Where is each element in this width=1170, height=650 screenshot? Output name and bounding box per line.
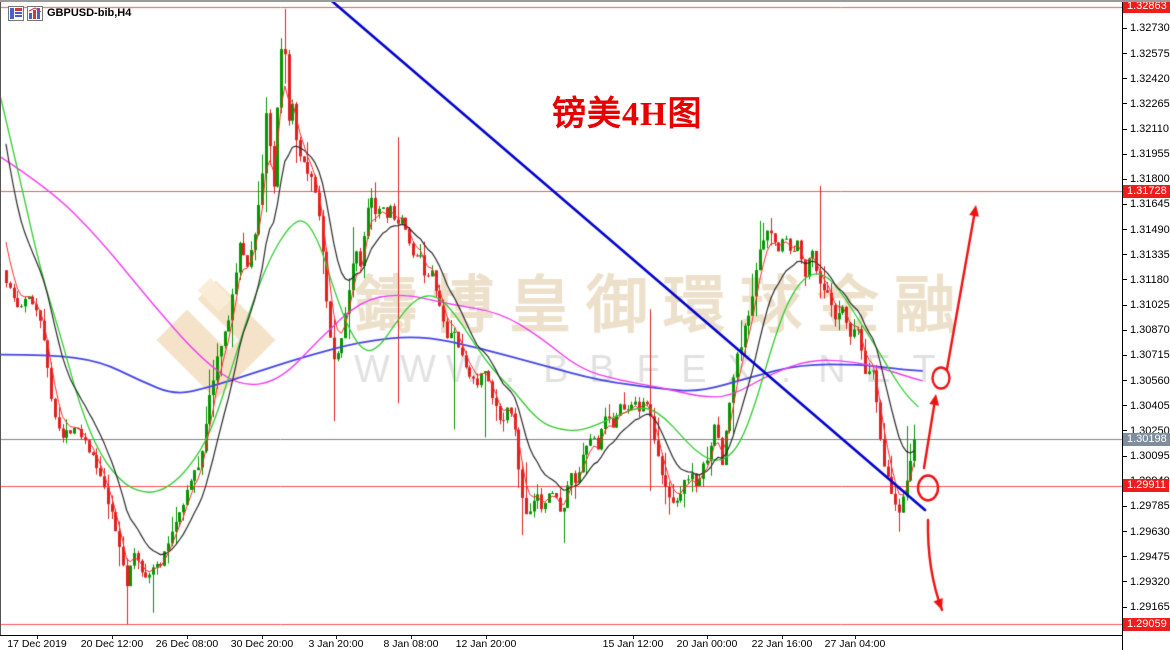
y-axis-label: 1.31800 [1130, 173, 1170, 186]
x-axis-label: 22 Jan 16:00 [751, 638, 813, 650]
y-axis-label: 1.32575 [1130, 47, 1170, 60]
y-axis-tick [1123, 78, 1127, 80]
y-axis-label: 1.31490 [1130, 223, 1170, 236]
y-axis-tick [1123, 153, 1127, 155]
y-axis-label: 1.31180 [1130, 273, 1169, 286]
y-axis-tick [1123, 279, 1127, 281]
y-axis-label: 1.30715 [1130, 349, 1170, 362]
y-axis-label: 1.30405 [1130, 399, 1170, 412]
line-chart-icon[interactable] [27, 6, 43, 26]
y-axis-label: 1.30095 [1130, 450, 1170, 463]
x-axis-label: 17 Dec 2019 [7, 638, 67, 650]
y-axis-tick [1123, 229, 1127, 231]
price-label-upper-level: 1.32863 [1123, 0, 1170, 14]
price-label-resistance: 1.31728 [1123, 184, 1170, 198]
price-label-current-price: 1.30198 [1123, 432, 1170, 446]
y-axis-label: 1.31645 [1130, 198, 1170, 211]
y-axis-tick [1123, 606, 1127, 608]
y-axis-tick [1123, 254, 1127, 256]
y-axis-tick [1123, 128, 1127, 130]
window-top-frame [0, 0, 1170, 2]
y-axis-label: 1.30870 [1130, 324, 1170, 337]
x-axis-tick [112, 636, 113, 639]
y-axis-label: 1.32110 [1130, 123, 1169, 135]
y-axis-label: 1.32420 [1130, 72, 1170, 85]
x-axis-tick [411, 636, 412, 639]
y-axis-tick [1123, 103, 1127, 105]
y-axis-tick [1123, 505, 1127, 507]
x-axis-label: 15 Jan 12:00 [602, 638, 664, 650]
y-axis-label: 1.31025 [1130, 299, 1170, 312]
x-axis-tick [262, 636, 263, 639]
y-axis-label: 1.31955 [1130, 148, 1170, 161]
y-axis-tick [1123, 405, 1127, 407]
y-axis-label: 1.30560 [1130, 374, 1170, 387]
y-axis-label: 1.29165 [1130, 601, 1170, 614]
y-axis-label: 1.32730 [1130, 22, 1170, 35]
y-axis-tick [1123, 430, 1127, 432]
x-axis-tick [633, 636, 634, 639]
symbol-timeframe-label: GBPUSD-bib,H4 [47, 7, 132, 19]
chart-corner-icons [8, 6, 43, 26]
x-axis-label: 20 Dec 12:00 [80, 638, 144, 650]
window-left-frame [0, 0, 1, 635]
y-axis-label: 1.31335 [1130, 248, 1170, 261]
x-axis-tick [486, 636, 487, 639]
y-axis-tick [1123, 581, 1127, 583]
y-axis-label: 1.29785 [1130, 500, 1170, 513]
x-axis-label: 3 Jan 20:00 [308, 638, 364, 650]
y-axis-tick [1123, 178, 1127, 180]
y-axis-tick [1123, 455, 1127, 457]
y-axis-tick [1123, 329, 1127, 331]
y-axis-tick [1123, 531, 1127, 533]
x-axis-label: 27 Jan 04:00 [824, 638, 886, 650]
grid-chart-icon[interactable] [8, 6, 24, 26]
chart-title-annotation[interactable]: 镑美4H图 [552, 96, 703, 133]
time-axis[interactable]: 17 Dec 2019 20 Dec 12:00 26 Dec 08:00 30 De… [0, 635, 1122, 650]
y-axis-label: 1.29630 [1130, 525, 1170, 538]
y-axis-label: 1.29475 [1130, 550, 1170, 563]
x-axis-tick [707, 636, 708, 639]
x-axis-tick [782, 636, 783, 639]
price-axis[interactable]: 1.32730 1.32575 1.32420 1.32265 1.32110 1.319… [1122, 0, 1170, 650]
x-axis-label: 12 Jan 20:00 [455, 638, 517, 650]
y-axis-label: 1.29320 [1130, 575, 1170, 588]
x-axis-label: 26 Dec 08:00 [155, 638, 219, 650]
x-axis-tick [37, 636, 38, 639]
x-axis-label: 30 Dec 20:00 [230, 638, 294, 650]
price-label-lower-level: 1.29059 [1123, 617, 1170, 631]
y-axis-tick [1123, 27, 1127, 29]
y-axis-label: 1.32265 [1130, 97, 1170, 110]
x-axis-tick [855, 636, 856, 639]
y-axis-tick [1123, 203, 1127, 205]
y-axis-tick [1123, 354, 1127, 356]
y-axis-tick [1123, 53, 1127, 55]
y-axis-tick [1123, 304, 1127, 306]
x-axis-tick [187, 636, 188, 639]
y-axis-tick [1123, 380, 1127, 382]
price-label-support: 1.29911 [1123, 479, 1169, 493]
y-axis-tick [1123, 556, 1127, 558]
x-axis-label: 20 Jan 00:00 [676, 638, 738, 650]
x-axis-tick [336, 636, 337, 639]
x-axis-label: 8 Jan 08:00 [383, 638, 439, 650]
